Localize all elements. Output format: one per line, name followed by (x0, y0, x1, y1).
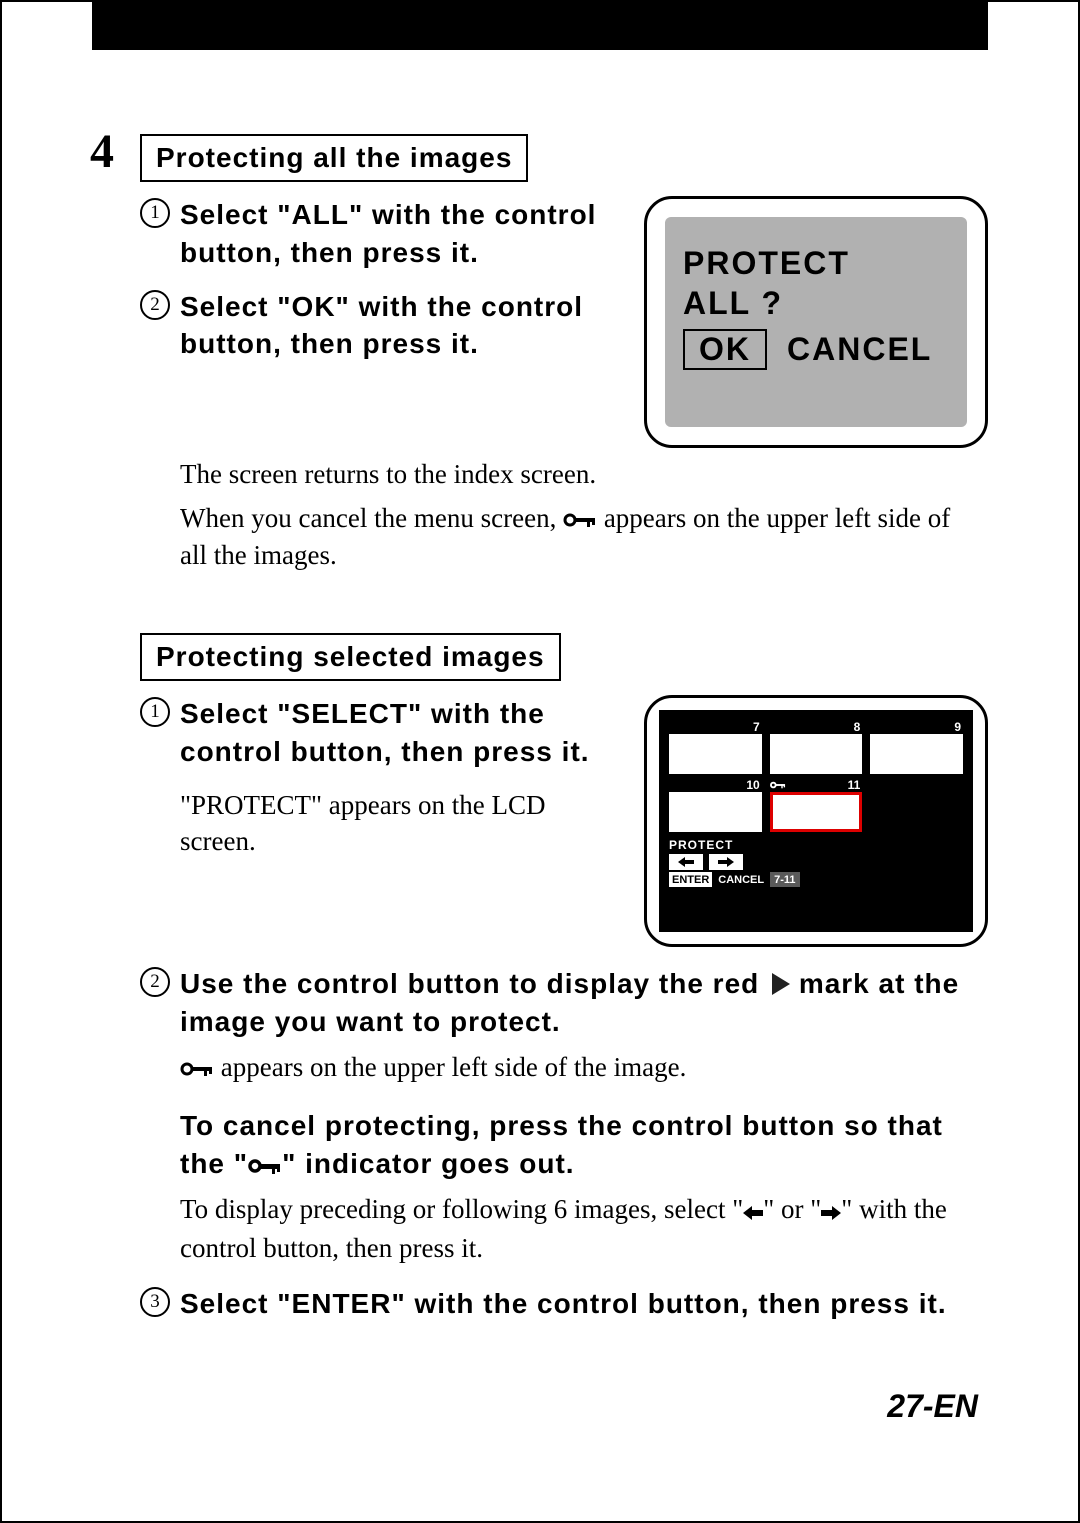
thumb-box (870, 734, 963, 774)
lcd1-line2: ALL ? (683, 283, 949, 323)
substep-b2: 2 Use the control button to display the … (140, 965, 988, 1041)
b2-a: Use the control button to display the re… (180, 968, 768, 999)
section-a-row: 1 Select "ALL" with the control button, … (140, 196, 988, 448)
thumb-num-8: 8 (770, 720, 863, 734)
thumb-num-empty (870, 778, 963, 792)
thumb-num-10: 10 (669, 778, 762, 792)
thumb-11-selected: 11 (770, 778, 863, 832)
lcd1-wrap: PROTECT ALL ? OK CANCEL (644, 196, 988, 448)
thumb-9: 9 (870, 720, 963, 774)
substep-b3: 3 Select "ENTER" with the control button… (140, 1285, 988, 1323)
thumb-10: 10 (669, 778, 762, 832)
substep-a1-text: Select "ALL" with the control button, th… (180, 196, 618, 272)
nav-left-icon (669, 854, 703, 870)
lcd2-nav (669, 854, 963, 870)
section-a-note2: When you cancel the menu screen, appears… (180, 500, 980, 573)
arrow-right-icon (821, 1194, 841, 1230)
section-b-row1: 1 Select "SELECT" with the control butto… (140, 695, 988, 947)
protect-key-icon (248, 1157, 282, 1175)
circled-2-icon: 2 (140, 967, 170, 997)
lcd1-cancel-label: CANCEL (787, 331, 932, 368)
lcd2-bottom-row: ENTER CANCEL 7-11 (669, 872, 963, 887)
lcd2-range: 7-11 (770, 872, 799, 887)
protect-key-icon (770, 779, 786, 793)
thumb-empty (870, 778, 963, 832)
content-area: 4 Protecting all the images 1 Select "AL… (92, 134, 988, 1351)
lcd1-line1: PROTECT (683, 243, 949, 283)
section-b-note2: appears on the upper left side of the im… (180, 1049, 980, 1085)
section-a-text: 1 Select "ALL" with the control button, … (140, 196, 618, 379)
cancel-b: " indicator goes out. (282, 1148, 575, 1179)
cancel-protect-heading: To cancel protecting, press the control … (180, 1107, 988, 1183)
thumb-box (770, 792, 863, 832)
note2-text: appears on the upper left side of the im… (221, 1052, 687, 1082)
lcd1-ok-button: OK (683, 329, 767, 370)
play-triangle-icon (772, 973, 790, 995)
thumb-row-2: 10 11 (669, 778, 963, 832)
thumb-row-1: 7 8 9 (669, 720, 963, 774)
section-b-note1: "PROTECT" appears on the LCD screen. (180, 787, 618, 860)
thumb-7: 7 (669, 720, 762, 774)
section-b-text: 1 Select "SELECT" with the control butto… (140, 695, 618, 859)
lcd-screen-protect-all: PROTECT ALL ? OK CANCEL (644, 196, 988, 448)
thumb-num-7: 7 (669, 720, 762, 734)
lcd2-enter: ENTER (669, 872, 712, 887)
substep-a1: 1 Select "ALL" with the control button, … (140, 196, 618, 272)
section-a-note1: The screen returns to the index screen. (180, 456, 988, 492)
circled-3-icon: 3 (140, 1287, 170, 1317)
lcd1-buttons: OK CANCEL (683, 329, 949, 370)
circled-2-icon: 2 (140, 290, 170, 320)
thumb-num-9: 9 (870, 720, 963, 734)
lcd2-wrap: 7 8 9 10 11 (644, 695, 988, 947)
protect-key-icon (180, 1060, 214, 1078)
nav-right-icon (709, 854, 743, 870)
arrow-left-icon (743, 1194, 763, 1230)
thumb-8: 8 (770, 720, 863, 774)
circled-1-icon: 1 (140, 697, 170, 727)
substep-b3-text: Select "ENTER" with the control button, … (180, 1285, 988, 1323)
substep-b1: 1 Select "SELECT" with the control butto… (140, 695, 618, 771)
n3a: To display preceding or following 6 imag… (180, 1194, 743, 1224)
substep-a2-text: Select "OK" with the control button, the… (180, 288, 618, 364)
section-b-note3: To display preceding or following 6 imag… (180, 1191, 980, 1267)
substep-a2: 2 Select "OK" with the control button, t… (140, 288, 618, 364)
n3b: " or " (763, 1194, 821, 1224)
thumb-box (669, 734, 762, 774)
thumb-box (669, 792, 762, 832)
substep-b1-text: Select "SELECT" with the control button,… (180, 695, 618, 771)
lcd1-inner: PROTECT ALL ? OK CANCEL (665, 217, 967, 427)
thumb-num-11: 11 (770, 778, 863, 792)
page: 4 Protecting all the images 1 Select "AL… (0, 0, 1080, 1523)
thumb-11-num: 11 (848, 778, 861, 792)
lcd2-inner: 7 8 9 10 11 (659, 710, 973, 932)
protect-key-icon (563, 511, 597, 529)
thumb-box (770, 734, 863, 774)
step-number: 4 (90, 124, 114, 179)
substep-b2-text: Use the control button to display the re… (180, 965, 988, 1041)
step-body: Protecting all the images 1 Select "ALL"… (140, 134, 988, 1323)
circled-1-icon: 1 (140, 198, 170, 228)
note2-part-a: When you cancel the menu screen, (180, 503, 563, 533)
section-title-protect-all: Protecting all the images (140, 134, 528, 182)
lcd-screen-index: 7 8 9 10 11 (644, 695, 988, 947)
lcd2-protect-label: PROTECT (669, 836, 963, 852)
page-number: 27-EN (887, 1388, 978, 1425)
header-black-bar (92, 2, 988, 50)
thumb-box-empty (870, 792, 963, 832)
section-title-protect-selected: Protecting selected images (140, 633, 561, 681)
lcd2-cancel: CANCEL (718, 874, 764, 886)
